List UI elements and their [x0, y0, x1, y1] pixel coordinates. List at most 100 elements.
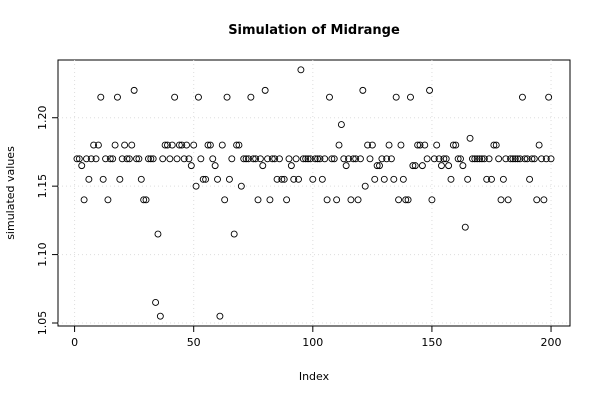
point — [216, 312, 224, 320]
point — [209, 155, 217, 163]
point — [147, 155, 155, 163]
point — [447, 175, 455, 183]
point — [442, 155, 450, 163]
point — [233, 141, 241, 149]
point — [225, 175, 233, 183]
point — [397, 141, 405, 149]
point — [347, 196, 355, 204]
point — [221, 196, 229, 204]
point — [83, 155, 90, 163]
point — [173, 155, 181, 163]
point — [247, 93, 255, 101]
point — [345, 155, 352, 163]
point — [383, 155, 391, 163]
plot-frame — [57, 59, 571, 327]
point — [311, 155, 319, 163]
point — [90, 141, 98, 149]
point — [366, 155, 374, 163]
point — [78, 162, 86, 170]
point — [321, 155, 329, 163]
point — [523, 155, 531, 163]
point — [326, 93, 333, 101]
y-tick-label: 1.15 — [36, 174, 49, 199]
point — [392, 93, 400, 101]
point — [354, 196, 362, 204]
point — [218, 141, 226, 149]
point — [156, 312, 164, 320]
point — [140, 196, 148, 204]
point — [373, 162, 381, 170]
point — [340, 155, 348, 163]
point — [185, 155, 193, 163]
point — [483, 175, 491, 183]
point — [433, 141, 441, 149]
point — [154, 230, 162, 238]
point — [518, 93, 526, 101]
point — [254, 196, 262, 204]
point — [497, 196, 505, 204]
point — [466, 134, 474, 142]
point — [426, 86, 433, 94]
point — [380, 175, 388, 183]
point — [457, 155, 464, 163]
point — [278, 175, 286, 183]
point — [104, 196, 112, 204]
point — [352, 155, 360, 163]
point — [302, 155, 310, 163]
point — [266, 196, 274, 204]
point — [211, 162, 219, 170]
point — [511, 155, 519, 163]
point — [454, 155, 462, 163]
y-tick-label: 1.10 — [36, 242, 49, 267]
point — [440, 155, 448, 163]
x-tick-label: 0 — [71, 336, 78, 349]
point — [542, 155, 550, 163]
point — [264, 155, 271, 163]
point — [192, 182, 200, 190]
point — [387, 155, 395, 163]
point — [418, 162, 426, 170]
x-tick-label: 200 — [541, 336, 562, 349]
point — [480, 155, 488, 163]
point — [123, 155, 131, 163]
point — [142, 196, 150, 204]
point — [371, 175, 379, 183]
point — [304, 155, 312, 163]
point — [521, 155, 529, 163]
point — [290, 175, 298, 183]
point — [411, 162, 419, 170]
point — [252, 155, 260, 163]
point — [495, 155, 503, 163]
point — [395, 196, 403, 204]
point — [187, 162, 195, 170]
point — [228, 155, 236, 163]
point — [538, 155, 545, 163]
point — [485, 155, 493, 163]
point — [476, 155, 484, 163]
point — [449, 141, 457, 149]
point — [130, 86, 138, 94]
point — [438, 162, 445, 170]
point — [309, 175, 317, 183]
point — [428, 196, 436, 204]
point — [111, 141, 119, 149]
point — [199, 175, 207, 183]
point — [106, 155, 114, 163]
point — [407, 93, 414, 101]
point — [364, 141, 372, 149]
point — [137, 175, 145, 183]
point — [435, 155, 443, 163]
point — [545, 93, 553, 101]
point — [114, 93, 121, 101]
point — [149, 155, 157, 163]
point — [421, 141, 429, 149]
point — [197, 155, 205, 163]
point — [180, 155, 188, 163]
point — [249, 155, 257, 163]
point — [292, 155, 300, 163]
point — [504, 196, 512, 204]
chart-title: Simulation of Midrange — [228, 23, 400, 38]
point — [416, 141, 424, 149]
point — [178, 141, 186, 149]
point — [223, 93, 231, 101]
